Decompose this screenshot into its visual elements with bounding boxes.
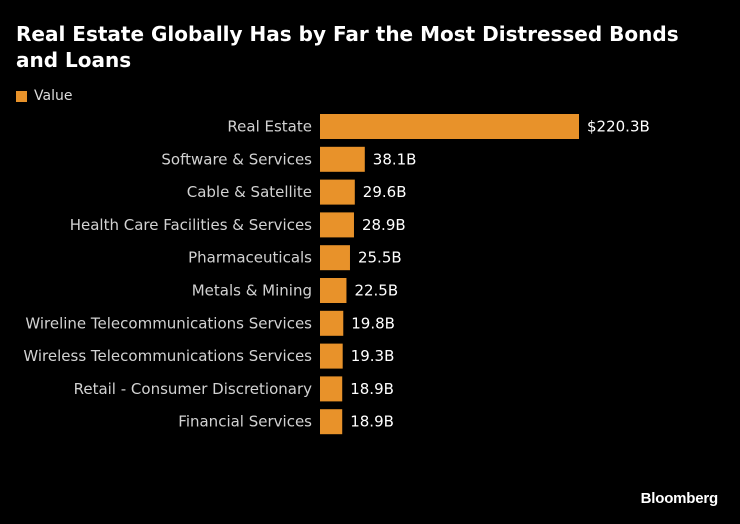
value-label-wireline-telecommunications-services: 19.8B	[351, 314, 395, 332]
category-label-real-estate: Real Estate	[227, 118, 312, 136]
value-label-real-estate: $220.3B	[587, 118, 650, 136]
bar-wireline-telecommunications-services	[320, 310, 344, 336]
category-label-retail-consumer-discretionary: Retail - Consumer Discretionary	[74, 380, 313, 398]
value-label-cable-and-satellite: 29.6B	[363, 183, 407, 201]
category-label-wireline-telecommunications-services: Wireline Telecommunications Services	[25, 314, 312, 332]
bar-health-care-facilities-and-services	[320, 212, 354, 238]
category-label-metals-and-mining: Metals & Mining	[192, 282, 312, 300]
bar-pharmaceuticals	[320, 245, 350, 271]
legend-swatch-value	[16, 90, 27, 102]
category-label-software-and-services: Software & Services	[161, 150, 312, 168]
category-label-financial-services: Financial Services	[178, 413, 312, 431]
category-label-pharmaceuticals: Pharmaceuticals	[188, 249, 312, 267]
value-label-retail-consumer-discretionary: 18.9B	[350, 380, 394, 398]
value-label-wireless-telecommunications-services: 19.3B	[351, 347, 395, 365]
bar-retail-consumer-discretionary	[320, 376, 343, 402]
chart-title: Real Estate Globally Has by Far the Most…	[16, 22, 679, 72]
bar-metals-and-mining	[320, 278, 347, 303]
value-label-metals-and-mining: 22.5B	[354, 282, 398, 300]
bar-cable-and-satellite	[320, 179, 355, 205]
value-label-software-and-services: 38.1B	[373, 150, 417, 168]
bar-wireless-telecommunications-services	[320, 343, 343, 369]
bar-software-and-services	[320, 146, 365, 172]
legend-label-value: Value	[34, 88, 73, 104]
category-label-cable-and-satellite: Cable & Satellite	[187, 183, 312, 201]
value-label-pharmaceuticals: 25.5B	[358, 249, 402, 267]
category-label-health-care-facilities-and-services: Health Care Facilities & Services	[70, 216, 312, 234]
legend: Value	[16, 88, 72, 104]
bar-real-estate	[320, 114, 579, 139]
bar-financial-services	[320, 409, 343, 435]
value-label-health-care-facilities-and-services: 28.9B	[362, 216, 406, 234]
value-label-financial-services: 18.9B	[350, 413, 394, 431]
category-label-wireless-telecommunications-services: Wireless Telecommunications Services	[23, 347, 312, 365]
bloomberg-logo: Bloomberg	[640, 490, 719, 507]
